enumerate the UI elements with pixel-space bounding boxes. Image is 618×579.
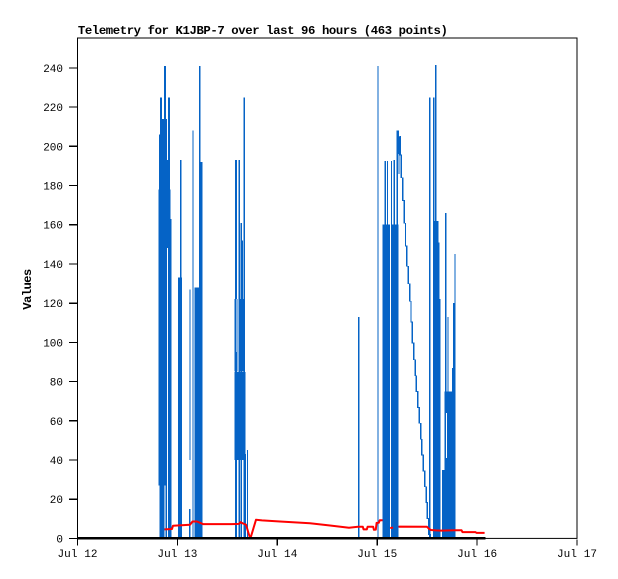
- svg-text:100: 100: [43, 338, 63, 350]
- svg-text:Values: Values: [21, 269, 35, 310]
- svg-text:220: 220: [43, 103, 63, 115]
- svg-text:40: 40: [50, 456, 63, 468]
- svg-text:Jul 14: Jul 14: [257, 549, 297, 561]
- svg-text:Jul 17: Jul 17: [557, 549, 597, 561]
- svg-text:200: 200: [43, 142, 63, 154]
- svg-text:0: 0: [56, 534, 63, 546]
- svg-text:160: 160: [43, 221, 63, 233]
- svg-text:Jul 12: Jul 12: [58, 549, 98, 561]
- svg-text:Jul 13: Jul 13: [157, 549, 197, 561]
- svg-text:Jul 15: Jul 15: [357, 549, 397, 561]
- svg-text:20: 20: [50, 495, 63, 507]
- svg-text:120: 120: [43, 299, 63, 311]
- svg-text:80: 80: [50, 378, 63, 390]
- svg-text:140: 140: [43, 260, 63, 272]
- svg-text:180: 180: [43, 182, 63, 194]
- svg-text:Jul 16: Jul 16: [457, 549, 497, 561]
- svg-text:60: 60: [50, 417, 63, 429]
- svg-text:Telemetry for K1JBP-7 over las: Telemetry for K1JBP-7 over last 96 hours…: [78, 24, 448, 38]
- svg-text:240: 240: [43, 64, 63, 76]
